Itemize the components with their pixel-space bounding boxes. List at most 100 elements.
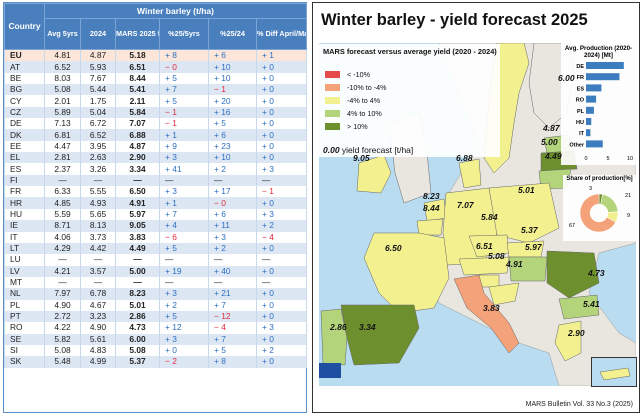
sign: +	[262, 140, 267, 151]
cell-diff-april-march: − 4	[255, 231, 308, 243]
bar-category-label: HU	[576, 120, 584, 126]
cell-avg5: 5.59	[44, 208, 81, 221]
cell-diff-april-march: + 3	[255, 322, 308, 334]
cell-forecast: 5.37	[115, 356, 160, 368]
value: —	[165, 254, 174, 265]
value: —	[262, 174, 271, 185]
cell-pct-24: − 0	[208, 197, 257, 209]
sign: +	[214, 163, 219, 174]
cell-diff-april-march: + 0	[255, 140, 308, 153]
cell-avg5: 5.08	[44, 84, 81, 96]
cell-diff-april-march: + 0	[255, 299, 308, 311]
cell-pct-24: + 7	[208, 299, 257, 311]
cell-forecast: 5.18	[115, 49, 160, 62]
sign: −	[165, 356, 170, 367]
cell-pct-24: + 2	[208, 163, 257, 175]
bar-category-label: Other	[569, 142, 585, 148]
sign: −	[262, 186, 267, 197]
cell-avg5: 7.97	[44, 288, 81, 300]
sign: +	[165, 208, 170, 219]
cell-pct-24: + 7	[208, 333, 257, 345]
cell-pct-5yrs: + 12	[159, 322, 209, 334]
sign: −	[214, 84, 219, 95]
bar	[586, 95, 597, 103]
cell-forecast: —	[115, 254, 160, 266]
map-value-CZ: 5.84	[481, 212, 498, 222]
cell-pct-5yrs: + 19	[159, 265, 209, 277]
cell-country: SE	[4, 333, 45, 345]
cell-pct-5yrs: + 4	[159, 220, 209, 232]
sign: +	[165, 95, 170, 106]
cell-pct-5yrs: − 6	[159, 231, 209, 243]
map-value-DE: 7.07	[457, 200, 474, 210]
table-row: ES 2.37 3.26 3.34 + 41 + 2 + 3	[4, 163, 308, 175]
value: 0	[269, 197, 274, 208]
cell-country: LV	[4, 265, 45, 277]
sign: +	[214, 345, 219, 356]
map-value-EL: 2.90	[568, 328, 585, 338]
header-group: Winter barley (t/ha)	[43, 3, 308, 19]
cell-2024: 3.23	[80, 310, 116, 323]
sign: +	[262, 322, 267, 333]
bar	[586, 140, 603, 148]
cell-country: SK	[4, 356, 45, 368]
sign: −	[165, 106, 170, 117]
bar-chart-svg: DE FR ES RO PL HU IT Other 0 5 10	[569, 62, 633, 162]
sign: +	[262, 220, 267, 231]
cell-diff-april-march: + 0	[255, 197, 308, 209]
table-row: BG 5.08 5.44 5.41 + 7− 1 + 0	[4, 84, 308, 96]
region-BE	[416, 218, 444, 236]
sign: +	[262, 333, 267, 344]
cell-country: NL	[4, 288, 45, 300]
map-value-PL: 5.01	[518, 185, 535, 195]
yield-legend: 0.00 yield forecast [t/ha]	[323, 145, 413, 155]
cell-pct-5yrs: + 41	[159, 163, 209, 175]
cell-forecast: 6.00	[115, 333, 160, 345]
sign: +	[165, 72, 170, 83]
value: 5	[221, 345, 226, 356]
cell-pct-24: + 2	[208, 242, 257, 255]
table-row: IE 8.71 8.13 9.05 + 4 + 11 + 2	[4, 220, 308, 232]
legend-label: > 10%	[347, 122, 368, 131]
cell-forecast: 2.86	[115, 310, 160, 323]
pie-chart-title: Share of production[%]	[566, 176, 633, 182]
cell-pct-24: + 16	[208, 106, 257, 119]
value: 1	[269, 186, 274, 197]
sign: +	[214, 356, 219, 367]
map-panel: Winter barley - yield forecast 2025	[312, 2, 640, 413]
region-RO	[546, 250, 600, 299]
cell-country: LT	[4, 242, 45, 255]
cell-forecast: —	[115, 276, 160, 289]
cell-2024: 4.67	[80, 299, 116, 311]
value: 0	[269, 84, 274, 95]
sign: +	[214, 106, 219, 117]
value: 6	[221, 208, 226, 219]
cell-country: LU	[4, 254, 45, 266]
cell-diff-april-march: + 0	[255, 72, 308, 85]
value: 3	[269, 163, 274, 174]
sign: +	[165, 197, 170, 208]
sign: +	[214, 72, 219, 83]
cell-2024: 6.78	[80, 288, 116, 300]
cell-country: CZ	[4, 106, 45, 119]
pie-label: 67	[569, 223, 575, 229]
legend-swatch	[325, 84, 340, 91]
cell-forecast: 3.34	[115, 163, 160, 175]
table-row: CZ 5.89 5.04 5.84− 1 + 16 + 0	[4, 106, 308, 119]
value: 0	[269, 95, 274, 106]
cell-country: HR	[4, 197, 45, 209]
pie-slice	[600, 194, 619, 213]
legend-label: -4% to 4%	[347, 96, 381, 105]
cell-forecast: 4.49	[115, 242, 160, 255]
cell-pct-24: + 21	[208, 288, 257, 300]
cell-pct-24: + 11	[208, 220, 257, 232]
cell-avg5: 2.01	[44, 95, 81, 107]
cyprus-inset-svg	[599, 367, 631, 381]
cell-pct-24: + 23	[208, 140, 257, 153]
cell-country: EE	[4, 140, 45, 153]
value: 0	[269, 243, 274, 254]
map-value-IE: 9.05	[353, 153, 370, 163]
value: 0	[269, 356, 274, 367]
value: 1	[172, 118, 177, 129]
sign: +	[165, 299, 170, 310]
